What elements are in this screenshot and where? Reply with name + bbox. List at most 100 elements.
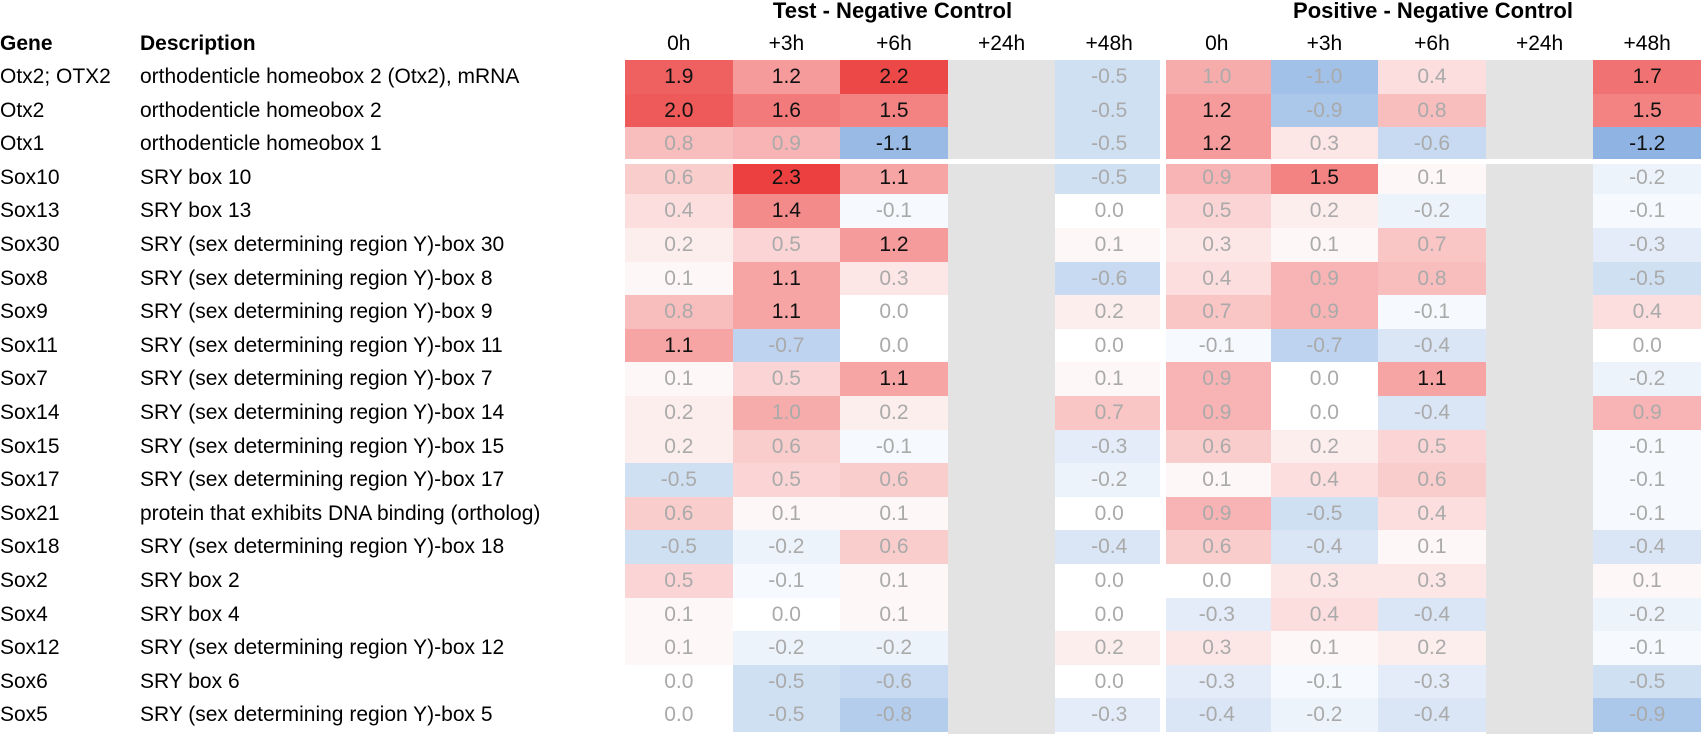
- heatmap-cell-positive: 0.1: [1378, 160, 1486, 195]
- heatmap-cell-test: 0.0: [840, 295, 948, 329]
- table-row: Otx2 orthodenticle homeobox 2 2.0 1.6 1.5 -0.…: [0, 93, 1701, 128]
- gene-name: Sox21: [0, 501, 60, 525]
- heatmap-cell-test: 1.1: [625, 328, 733, 363]
- column-header-test-3: +24h: [977, 32, 1026, 55]
- heatmap-cell-test: 0.0: [732, 597, 841, 632]
- heatmap-cell-positive: 0.9: [1270, 295, 1379, 329]
- heatmap-cell-positive: 1.2: [1163, 93, 1271, 128]
- heatmap-cell-positive: 1.0: [1163, 60, 1271, 94]
- heatmap-cell-test: 1.2: [840, 228, 948, 262]
- heatmap-cell-positive: 0.5: [1378, 429, 1486, 464]
- gene-name: Sox11: [0, 333, 58, 357]
- heatmap-cell-test: -0.1: [840, 429, 948, 464]
- heatmap-cell-test: -0.5: [1055, 60, 1163, 94]
- heatmap-cell-test: -0.6: [1055, 261, 1163, 296]
- gene-description: SRY (sex determining region Y)-box 15: [140, 434, 505, 458]
- heatmap-cell-test: 1.5: [840, 93, 948, 128]
- heatmap-cell-test: 0.2: [840, 396, 948, 430]
- table-row: Sox6 SRY box 6 0.0 -0.5 -0.6 0.0 -0.3 -0.1 -0.3-…: [0, 664, 1701, 699]
- gene-name: Sox6: [0, 669, 48, 693]
- heatmap-cell-test: 0.6: [732, 429, 841, 464]
- group-title-test: Test - Negative Control: [772, 0, 1013, 23]
- gene-name: Otx2; OTX2: [0, 65, 111, 88]
- gene-name: Sox7: [0, 367, 48, 391]
- heatmap-cell-positive: 0.2: [1378, 631, 1486, 665]
- missing-column-positive: [1485, 60, 1594, 734]
- heatmap-cell-test: -0.7: [732, 328, 841, 363]
- heatmap-cell-positive: 0.1: [1163, 463, 1271, 497]
- heatmap-cell-positive: 0.4: [1378, 496, 1486, 531]
- heatmap-cell-test: -0.2: [732, 530, 841, 564]
- group-title-positive: Positive - Negative Control: [1293, 0, 1573, 23]
- heatmap-cell-positive: 0.9: [1163, 160, 1271, 195]
- heatmap-cell-positive: -0.4: [1593, 530, 1701, 564]
- heatmap-cell-positive: 0.4: [1593, 295, 1701, 329]
- heatmap-cell-test: 0.5: [732, 463, 841, 497]
- heatmap-cell-positive: -0.1: [1593, 463, 1701, 497]
- table-row: Sox4 SRY box 4 0.1 0.0 0.1 0.0 -0.3 0.4 -0.4 -0.2: [0, 597, 1701, 632]
- heatmap-cell-positive: 0.9: [1593, 396, 1701, 430]
- heatmap-cell-test: 1.6: [732, 93, 841, 128]
- heatmap-cell-positive: -0.1: [1378, 295, 1486, 329]
- heatmap-cell-positive: 0.1: [1378, 530, 1486, 564]
- heatmap-cell-positive: 0.3: [1270, 564, 1379, 598]
- heatmap-cell-positive: 0.6: [1378, 463, 1486, 497]
- heatmap-cell-test: 0.2: [1055, 631, 1163, 665]
- heatmap-cell-positive: -0.3: [1378, 664, 1486, 699]
- heatmap-cell-test: 0.1: [732, 496, 841, 531]
- heatmap-cell-test: 0.1: [625, 597, 733, 632]
- heatmap-cell-positive: -0.7: [1270, 328, 1379, 363]
- heatmap-cell-test: -0.3: [1055, 698, 1163, 732]
- heatmap-cell-positive: 0.0: [1163, 564, 1271, 598]
- heatmap-cell-positive: -0.5: [1593, 261, 1701, 296]
- heatmap-cell-test: 0.0: [625, 698, 733, 732]
- heatmap-cell-test: -1.1: [840, 127, 948, 161]
- table-row: Sox2 SRY box 2 0.5 -0.1 0.1 0.0 0.0 0.3 0.3 0.1: [0, 564, 1701, 598]
- heatmap-cell-positive: -1.2: [1593, 127, 1701, 161]
- gene-description: SRY (sex determining region Y)-box 5: [140, 703, 493, 727]
- heatmap-cell-test: 1.4: [732, 194, 841, 228]
- gene-description: SRY (sex determining region Y)-box 12: [140, 636, 505, 660]
- gene-name: Sox9: [0, 300, 48, 324]
- gene-description: SRY box 2: [140, 569, 240, 592]
- heatmap-cell-test: 0.3: [840, 261, 948, 296]
- table-row: Sox12 SRY (sex determining region Y)-box …: [0, 631, 1701, 665]
- heatmap-cell-test: -0.5: [732, 698, 841, 732]
- heatmap-cell-test: -0.2: [1055, 463, 1163, 497]
- column-header-positive-0: 0h: [1205, 32, 1229, 55]
- heatmap-cell-test: 2.0: [625, 93, 733, 128]
- heatmap-cell-test: 0.2: [625, 228, 733, 262]
- heatmap-cell-positive: -0.5: [1270, 496, 1379, 531]
- heatmap-cell-test: -0.2: [732, 631, 841, 665]
- heatmap-cell-positive: 0.8: [1378, 261, 1486, 296]
- heatmap-cell-positive: -0.5: [1593, 664, 1701, 699]
- column-header-positive-3: +24h: [1515, 32, 1564, 55]
- column-header-positive-4: +48h: [1623, 32, 1671, 55]
- gene-name: Otx2: [0, 98, 45, 122]
- gene-name: Sox30: [0, 233, 60, 256]
- heatmap-cell-test: 0.0: [1055, 664, 1163, 699]
- heatmap-cell-test: 0.0: [840, 328, 948, 363]
- heatmap-cell-positive: 0.4: [1270, 597, 1379, 632]
- heatmap-cell-positive: 0.2: [1270, 429, 1379, 464]
- heatmap-cell-test: -0.6: [840, 664, 948, 699]
- heatmap-cell-positive: -0.3: [1163, 597, 1271, 632]
- table-row: Sox14 SRY (sex determining region Y)-box …: [0, 396, 1701, 430]
- heatmap-cell-test: 0.8: [625, 127, 733, 161]
- heatmap-cell-positive: -0.4: [1378, 597, 1486, 632]
- heatmap-cell-positive: 0.7: [1378, 228, 1486, 262]
- heatmap-cell-test: 1.1: [732, 295, 841, 329]
- gene-name: Sox13: [0, 199, 60, 223]
- table-row: Sox8 SRY (sex determining region Y)-box 8…: [0, 261, 1701, 296]
- heatmap-cell-test: 0.0: [1055, 496, 1163, 531]
- gene-description: SRY (sex determining region Y)-box 30: [140, 233, 505, 256]
- heatmap-cell-positive: 0.5: [1163, 194, 1271, 228]
- table-row: Otx2; OTX2 orthodenticle homeobox 2 (Otx2…: [0, 60, 1701, 94]
- heatmap-cell-positive: 1.1: [1378, 362, 1486, 396]
- heatmap-cell-test: 1.0: [732, 396, 841, 430]
- heatmap-cell-positive: 0.3: [1163, 228, 1271, 262]
- table-row: Sox18 SRY (sex determining region Y)-box …: [0, 530, 1701, 564]
- heatmap-cell-positive: -0.1: [1593, 631, 1701, 665]
- heatmap-cell-test: -0.1: [840, 194, 948, 228]
- table-row: Otx1 orthodenticle homeobox 1 0.8 0.9 -1.1 -0…: [0, 127, 1701, 161]
